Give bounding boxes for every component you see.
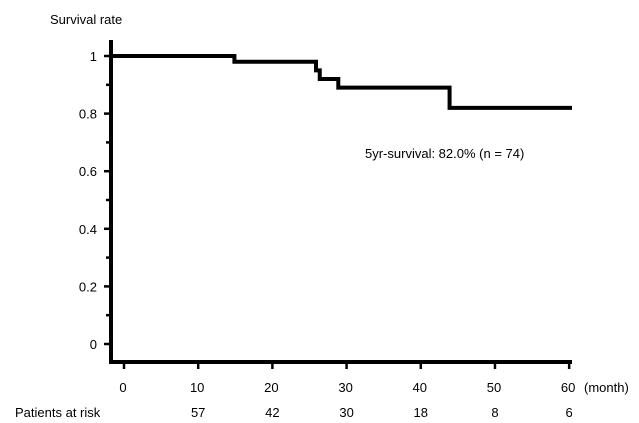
y-tick-label: 0.8	[79, 107, 97, 122]
y-tick-label: 0.4	[79, 222, 97, 237]
x-tick-label: 30	[338, 380, 352, 395]
survival-curve	[112, 54, 572, 110]
x-tick-label: 40	[413, 380, 427, 395]
survival-annotation: 5yr-survival: 82.0% (n = 74)	[365, 146, 524, 161]
y-tick-label: 0	[90, 337, 97, 352]
at-risk-value: 42	[265, 405, 279, 420]
survival-curve-group	[112, 54, 572, 110]
at-risk-value: 57	[191, 405, 205, 420]
x-axis-unit: (month)	[584, 380, 629, 395]
x-tick-label: 10	[190, 380, 204, 395]
y-tick-label: 0.6	[79, 164, 97, 179]
patients-at-risk-row: 57 42 30 18 8 6	[191, 405, 573, 420]
y-axis-label: Survival rate	[50, 12, 122, 27]
x-tick-label: 50	[487, 380, 501, 395]
at-risk-value: 30	[339, 405, 353, 420]
x-ticks: 0 10 20 30 40 50 60	[119, 362, 575, 395]
x-tick-label: 0	[119, 380, 126, 395]
y-tick-label: 1	[90, 49, 97, 64]
x-tick-label: 20	[264, 380, 278, 395]
at-risk-value: 8	[491, 405, 498, 420]
at-risk-value: 6	[566, 405, 573, 420]
y-ticks: 0 0.2 0.4 0.6 0.8 1	[79, 49, 111, 352]
x-tick-label: 60	[561, 380, 575, 395]
at-risk-value: 18	[414, 405, 428, 420]
y-tick-label: 0.2	[79, 279, 97, 294]
patients-at-risk-label: Patients at risk	[15, 405, 101, 420]
